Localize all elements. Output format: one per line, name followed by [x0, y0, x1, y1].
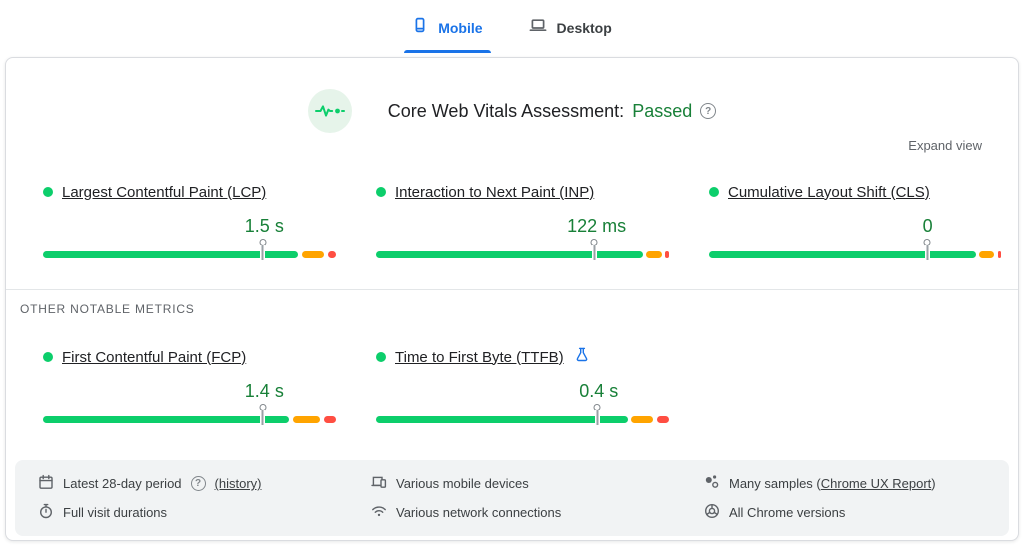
green-status-dot: [376, 352, 386, 362]
metric-head: Largest Contentful Paint (LCP): [43, 181, 336, 203]
metric-link-inp[interactable]: Interaction to Next Paint (INP): [395, 183, 595, 201]
metric-cls: Cumulative Layout Shift (CLS) 0: [709, 181, 1002, 265]
footer-mobile-devices: Various mobile devices: [371, 474, 704, 493]
tab-mobile[interactable]: Mobile: [404, 17, 491, 53]
gauge-fcp: 1.4 s: [43, 368, 336, 430]
gauge-marker: [923, 239, 931, 260]
latest-period-label: Latest 28-day period: [63, 476, 182, 491]
chrome-ux-report-link[interactable]: Chrome UX Report: [820, 476, 932, 491]
footer-chrome-versions: All Chrome versions: [704, 503, 1009, 522]
gauge-marker: [259, 239, 267, 260]
network-connections-label: Various network connections: [396, 505, 562, 520]
metric-ttfb: Time to First Byte (TTFB) 0.4 s: [376, 346, 669, 430]
metric-link-cls[interactable]: Cumulative Layout Shift (CLS): [728, 183, 930, 201]
mobile-devices-icon: [371, 474, 387, 493]
footer-col-environment: Various mobile devices Various network c…: [371, 474, 704, 522]
gauge-bar: [376, 416, 669, 423]
assessment-header: Core Web Vitals Assessment: Passed ?: [6, 58, 1018, 133]
metric-value-cls: 0: [922, 216, 933, 236]
metric-head: Cumulative Layout Shift (CLS): [709, 181, 1002, 203]
gauge-ttfb: 0.4 s: [376, 368, 669, 430]
data-source-footer: Latest 28-day period ? (history) Full vi…: [15, 460, 1009, 536]
network-wifi-icon: [371, 503, 387, 522]
tab-mobile-label: Mobile: [438, 19, 483, 36]
samples-dots-icon: [704, 474, 720, 493]
gauge-bar: [376, 251, 669, 258]
question-mark-circle-icon[interactable]: ?: [700, 103, 717, 119]
tab-desktop-label: Desktop: [556, 19, 612, 36]
assessment-title-row: Core Web Vitals Assessment: Passed ?: [387, 100, 717, 122]
assessment-status: Passed: [632, 100, 693, 121]
metric-head: Interaction to Next Paint (INP): [376, 181, 669, 203]
metric-value-lcp: 1.5 s: [244, 216, 284, 236]
many-samples-label: Many samples (Chrome UX Report): [729, 476, 936, 491]
other-metrics-heading: OTHER NOTABLE METRICS: [20, 302, 195, 316]
cwv-assessment-card: Core Web Vitals Assessment: Passed ? Exp…: [5, 57, 1019, 541]
footer-latest-period: Latest 28-day period ? (history): [38, 474, 371, 493]
expand-row: Expand view: [6, 137, 1018, 155]
footer-many-samples: Many samples (Chrome UX Report): [704, 474, 1009, 493]
stopwatch-icon: [38, 503, 54, 522]
other-metrics-row: First Contentful Paint (FCP) 1.4 s Time …: [6, 346, 1018, 430]
pulse-heartbeat-icon: [307, 89, 352, 133]
footer-col-samples: Many samples (Chrome UX Report) All Chro…: [704, 474, 1009, 522]
mobile-devices-label: Various mobile devices: [396, 476, 529, 491]
phone-icon: [412, 17, 428, 38]
chrome-logo-icon: [704, 503, 720, 522]
expand-view-button[interactable]: Expand view: [908, 138, 982, 153]
green-status-dot: [43, 187, 53, 197]
chrome-versions-label: All Chrome versions: [729, 505, 846, 520]
metric-link-fcp[interactable]: First Contentful Paint (FCP): [62, 348, 247, 366]
gauge-marker: [590, 239, 598, 260]
tab-desktop[interactable]: Desktop: [521, 17, 620, 53]
metric-value-ttfb: 0.4 s: [579, 381, 619, 401]
gauge-inp: 122 ms: [376, 203, 669, 265]
metric-lcp: Largest Contentful Paint (LCP) 1.5 s: [43, 181, 336, 265]
assessment-title: Core Web Vitals Assessment:: [387, 100, 625, 121]
section-divider: [6, 289, 1018, 290]
visit-durations-label: Full visit durations: [63, 505, 168, 520]
experiment-flask-icon[interactable]: [575, 347, 589, 367]
footer-col-collection: Latest 28-day period ? (history) Full vi…: [38, 474, 371, 522]
gauge-marker: [593, 404, 601, 425]
laptop-icon: [529, 17, 547, 38]
footer-network-connections: Various network connections: [371, 503, 704, 522]
green-status-dot: [709, 187, 719, 197]
device-tabbar: Mobile Desktop: [0, 0, 1024, 53]
gauge-bar: [43, 251, 336, 258]
gauge-lcp: 1.5 s: [43, 203, 336, 265]
metric-link-ttfb[interactable]: Time to First Byte (TTFB): [395, 348, 564, 366]
metric-link-lcp[interactable]: Largest Contentful Paint (LCP): [62, 183, 267, 201]
core-metrics-row: Largest Contentful Paint (LCP) 1.5 s Int…: [6, 181, 1018, 265]
question-mark-circle-icon[interactable]: ?: [190, 476, 206, 491]
green-status-dot: [43, 352, 53, 362]
metric-value-inp: 122 ms: [567, 216, 627, 236]
active-tab-underline: [404, 50, 491, 53]
metric-inp: Interaction to Next Paint (INP) 122 ms: [376, 181, 669, 265]
gauge-marker: [259, 404, 267, 425]
calendar-icon: [38, 474, 54, 493]
gauge-bar: [43, 416, 336, 423]
metric-head: First Contentful Paint (FCP): [43, 346, 336, 368]
metric-value-fcp: 1.4 s: [244, 381, 284, 401]
metric-head: Time to First Byte (TTFB): [376, 346, 669, 368]
history-link[interactable]: (history): [214, 476, 262, 491]
green-status-dot: [376, 187, 386, 197]
gauge-cls: 0: [709, 203, 1002, 265]
footer-visit-durations: Full visit durations: [38, 503, 371, 522]
gauge-bar: [709, 251, 1002, 258]
metric-fcp: First Contentful Paint (FCP) 1.4 s: [43, 346, 336, 430]
